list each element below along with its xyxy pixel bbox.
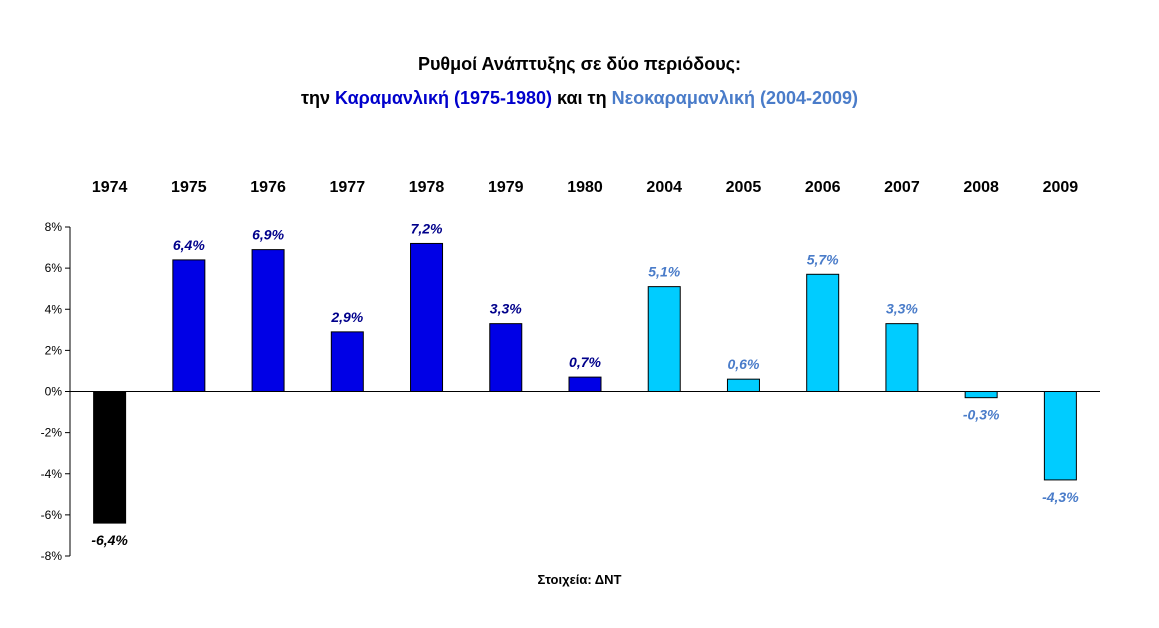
y-tick-label: 8%	[45, 220, 63, 234]
bar-2006	[806, 273, 840, 393]
year-label-1977: 1977	[330, 179, 366, 196]
year-label-1974: 1974	[92, 179, 128, 196]
data-label-2006: 5,7%	[807, 251, 839, 267]
data-label-1974: -6,4%	[91, 532, 128, 548]
data-label-2009: -4,3%	[1042, 489, 1079, 505]
year-label-2004: 2004	[646, 179, 682, 196]
title-karamanlis-period: Καραμανλική (1975-1980)	[334, 88, 553, 108]
year-label-2009: 2009	[1043, 179, 1079, 196]
bar-1978	[410, 242, 444, 392]
y-tick-label: -8%	[41, 549, 63, 563]
data-label-1979: 3,3%	[490, 301, 522, 317]
year-label-2007: 2007	[884, 179, 920, 196]
title-neokaramanlis-period: Νεοκαραμανλική (2004-2009)	[611, 88, 859, 108]
y-tick-label: 2%	[45, 343, 63, 357]
year-label-1976: 1976	[250, 179, 286, 196]
chart-title-line2: την Καραμανλική (1975-1980) και τη Νεοκα…	[0, 88, 1159, 109]
year-label-2005: 2005	[726, 179, 762, 196]
year-label-1975: 1975	[171, 179, 207, 196]
chart-title-line1: Ρυθμοί Ανάπτυξης σε δύο περιόδους:	[417, 54, 742, 74]
bar-1974	[93, 391, 127, 524]
data-label-1980: 0,7%	[569, 354, 601, 370]
bar-2009	[1043, 391, 1077, 481]
data-label-1976: 6,9%	[252, 227, 284, 243]
title-text-conjunction: και τη	[552, 88, 612, 108]
year-label-1980: 1980	[567, 179, 603, 196]
year-label-1979: 1979	[488, 179, 524, 196]
bar-2004	[647, 286, 681, 393]
year-label-1978: 1978	[409, 179, 445, 196]
bar-1976	[251, 249, 285, 392]
title-text-intro: την	[300, 88, 335, 108]
data-label-1978: 7,2%	[411, 220, 443, 236]
data-label-2005: 0,6%	[728, 356, 760, 372]
bar-1977	[330, 331, 364, 392]
y-tick-label: 0%	[45, 385, 63, 399]
bar-1980	[568, 376, 602, 393]
source-note: Στοιχεία: ΔΝΤ	[537, 572, 622, 587]
y-tick-label: -2%	[41, 426, 63, 440]
year-label-2008: 2008	[963, 179, 999, 196]
y-tick-label: -6%	[41, 508, 63, 522]
y-tick-label: -4%	[41, 467, 63, 481]
data-label-1977: 2,9%	[330, 309, 363, 325]
year-label-2006: 2006	[805, 179, 841, 196]
bar-1979	[489, 323, 523, 392]
bar-2005	[726, 378, 760, 393]
data-label-1975: 6,4%	[173, 237, 205, 253]
data-label-2007: 3,3%	[886, 301, 918, 317]
data-label-2004: 5,1%	[648, 264, 680, 280]
bar-2007	[885, 323, 919, 392]
bar-1975	[172, 259, 206, 392]
y-tick-label: 4%	[45, 302, 63, 316]
data-label-2008: -0,3%	[963, 407, 1000, 423]
y-tick-label: 6%	[45, 261, 63, 275]
bar-2008	[964, 391, 998, 399]
